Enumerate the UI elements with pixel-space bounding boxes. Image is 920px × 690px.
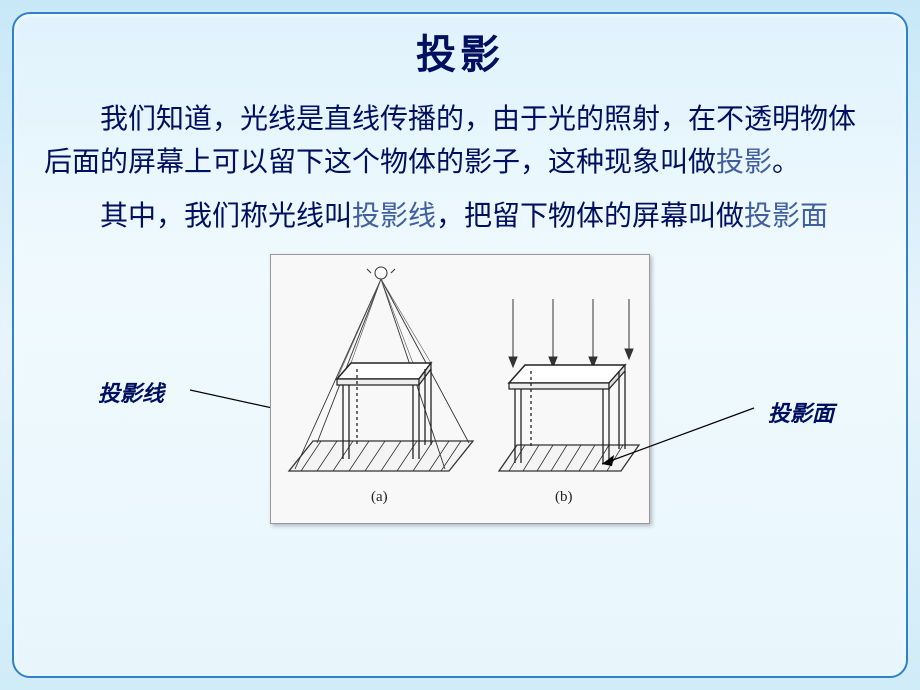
figure-a-label: (a)	[371, 489, 388, 505]
p1-keyword: 投影	[716, 147, 772, 178]
label-projection-line: 投影线	[98, 376, 164, 408]
p2-keyword-1: 投影线	[352, 201, 436, 232]
slide-frame: 投影 我们知道，光线是直线传播的，由于光的照射，在不透明物体后面的屏幕上可以留下…	[12, 12, 908, 678]
arrow-right	[596, 400, 756, 480]
p2-text-a: 其中，我们称光线叫	[100, 201, 352, 232]
diagram-area: 投影线	[44, 254, 876, 656]
diagram-figure: (a)	[270, 254, 650, 524]
figure-a: (a)	[289, 267, 473, 505]
slide-title: 投影	[44, 22, 876, 80]
p2-text-b: ，把留下物体的屏幕叫做	[436, 201, 744, 232]
paragraph-1: 我们知道，光线是直线传播的，由于光的照射，在不透明物体后面的屏幕上可以留下这个物…	[44, 98, 876, 185]
paragraph-2: 其中，我们称光线叫投影线，把留下物体的屏幕叫做投影面	[44, 195, 876, 238]
p1-text-b: 。	[772, 147, 800, 178]
label-projection-plane: 投影面	[768, 396, 834, 428]
p2-keyword-2: 投影面	[744, 201, 828, 232]
figure-b-label: (b)	[555, 489, 573, 505]
